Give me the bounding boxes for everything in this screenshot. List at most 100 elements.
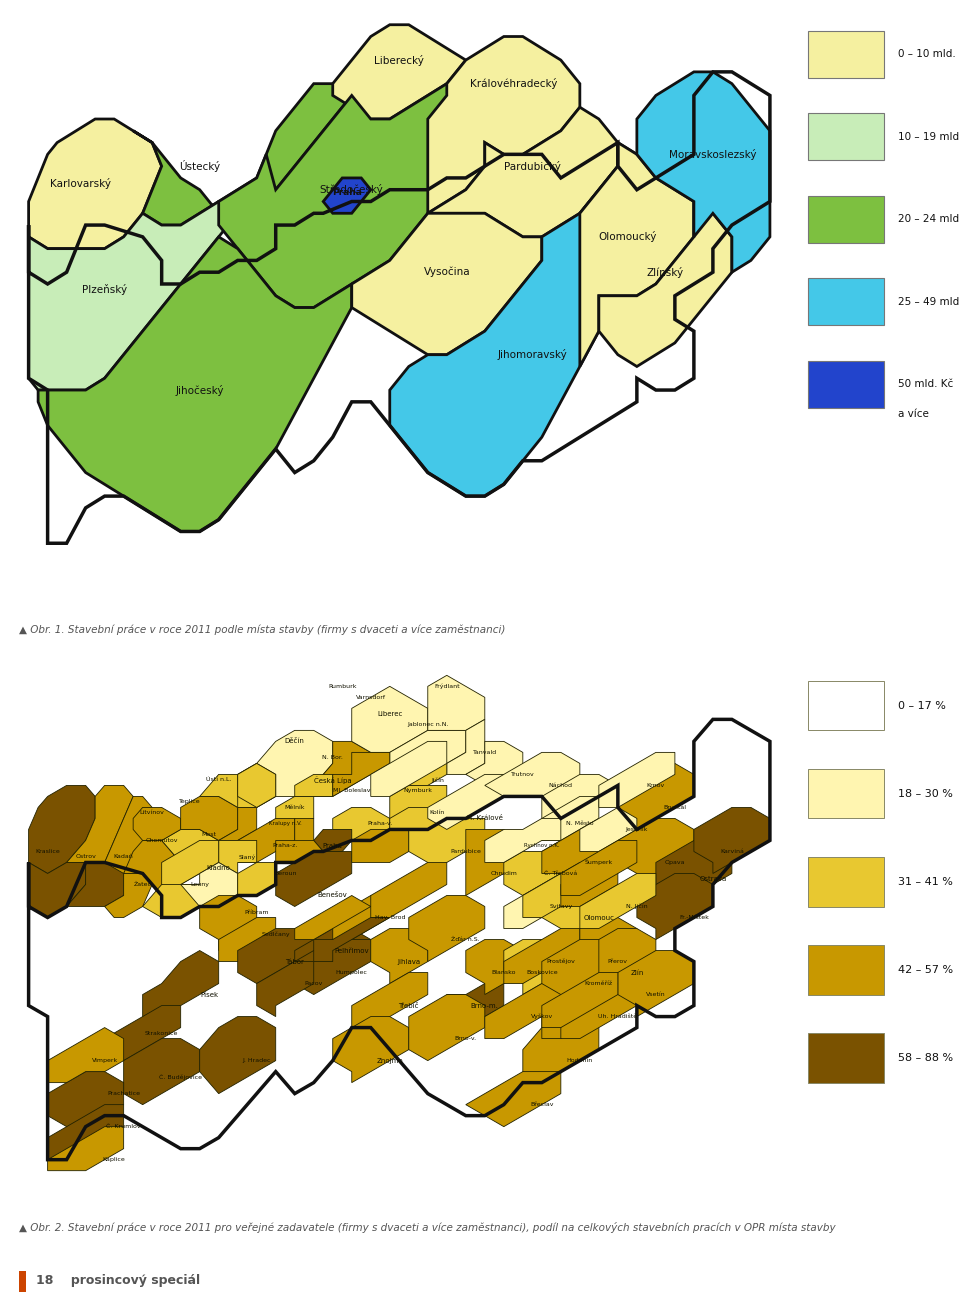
Polygon shape xyxy=(541,796,599,840)
Text: Humpolec: Humpolec xyxy=(336,970,368,975)
Text: Středočeský: Středočeský xyxy=(320,184,384,196)
Polygon shape xyxy=(428,36,580,214)
Polygon shape xyxy=(466,940,523,995)
Polygon shape xyxy=(180,796,238,840)
Polygon shape xyxy=(541,873,618,940)
Polygon shape xyxy=(333,1017,409,1083)
FancyBboxPatch shape xyxy=(808,278,884,325)
FancyBboxPatch shape xyxy=(19,1270,26,1292)
Text: 0 – 17 %: 0 – 17 % xyxy=(899,701,947,711)
Text: 50 mld. Kč: 50 mld. Kč xyxy=(899,379,953,390)
Polygon shape xyxy=(238,764,276,808)
Polygon shape xyxy=(523,1017,599,1083)
Text: ▲ Obr. 2. Stavební práce v roce 2011 pro veřejné zadavatele (firmy s dvaceti a v: ▲ Obr. 2. Stavební práce v roce 2011 pro… xyxy=(19,1222,836,1233)
Text: H. Králové: H. Králové xyxy=(467,816,503,821)
Polygon shape xyxy=(504,840,580,896)
Polygon shape xyxy=(466,830,523,896)
Text: 18    prosincový speciál: 18 prosincový speciál xyxy=(36,1274,201,1287)
Polygon shape xyxy=(523,862,599,917)
Text: Pelhřimov: Pelhřimov xyxy=(334,948,369,953)
Text: Česká Lípa: Česká Lípa xyxy=(314,776,351,783)
Polygon shape xyxy=(541,940,618,1005)
Text: Blansko: Blansko xyxy=(492,970,516,975)
Text: Kolín: Kolín xyxy=(430,811,444,816)
Polygon shape xyxy=(333,25,466,119)
Text: a více: a více xyxy=(899,409,929,418)
Polygon shape xyxy=(446,719,485,774)
Polygon shape xyxy=(466,1072,561,1127)
Polygon shape xyxy=(390,764,446,785)
Text: Znojmo: Znojmo xyxy=(376,1058,403,1063)
Polygon shape xyxy=(580,917,636,984)
Polygon shape xyxy=(409,896,485,961)
Polygon shape xyxy=(351,830,409,862)
Text: Vyškov: Vyškov xyxy=(531,1014,553,1019)
Text: N. Jičín: N. Jičín xyxy=(626,904,648,909)
Polygon shape xyxy=(351,214,541,355)
Polygon shape xyxy=(409,995,485,1061)
Text: 0 – 10 mld. Kč: 0 – 10 mld. Kč xyxy=(899,49,960,60)
Polygon shape xyxy=(200,896,256,951)
Text: Č. Budějovice: Č. Budějovice xyxy=(159,1074,203,1080)
Polygon shape xyxy=(276,852,351,906)
Polygon shape xyxy=(29,202,238,390)
Polygon shape xyxy=(504,940,561,995)
Text: Královéhradecký: Královéhradecký xyxy=(469,78,557,89)
Polygon shape xyxy=(105,1005,180,1061)
Text: Č. Třebová: Č. Třebová xyxy=(544,872,578,875)
Text: Ústí n.L.: Ústí n.L. xyxy=(206,777,231,782)
Polygon shape xyxy=(295,774,333,796)
Text: Vysočina: Vysočina xyxy=(423,267,470,277)
Polygon shape xyxy=(409,818,485,873)
Text: Uh. Hradiště: Uh. Hradiště xyxy=(598,1014,637,1019)
Polygon shape xyxy=(324,177,371,214)
Text: J. Hradec: J. Hradec xyxy=(243,1058,271,1063)
Polygon shape xyxy=(29,119,161,249)
Text: Karlovarský: Karlovarský xyxy=(50,179,111,189)
Polygon shape xyxy=(618,764,694,830)
Polygon shape xyxy=(504,929,580,984)
Polygon shape xyxy=(371,862,446,917)
Polygon shape xyxy=(694,808,770,873)
Polygon shape xyxy=(485,818,561,862)
Polygon shape xyxy=(295,896,371,940)
Text: Praha: Praha xyxy=(332,188,362,197)
FancyBboxPatch shape xyxy=(808,945,884,995)
Text: Olomoucký: Olomoucký xyxy=(598,232,657,242)
Polygon shape xyxy=(219,808,256,840)
Polygon shape xyxy=(133,808,180,840)
FancyBboxPatch shape xyxy=(808,31,884,78)
Text: Ústecký: Ústecký xyxy=(180,161,220,172)
FancyBboxPatch shape xyxy=(808,196,884,242)
Text: Chrudim: Chrudim xyxy=(491,872,517,875)
Polygon shape xyxy=(599,929,656,995)
Text: Svitavy: Svitavy xyxy=(549,904,572,909)
Text: Kralupy n.V.: Kralupy n.V. xyxy=(269,821,301,826)
Polygon shape xyxy=(48,1028,124,1083)
Polygon shape xyxy=(256,961,314,1017)
Polygon shape xyxy=(38,237,351,531)
Polygon shape xyxy=(133,84,351,225)
Text: Pardubice: Pardubice xyxy=(450,850,481,853)
Text: N. Město: N. Město xyxy=(566,821,593,826)
Text: Frýdlant: Frýdlant xyxy=(434,684,460,689)
Polygon shape xyxy=(541,973,618,1028)
Polygon shape xyxy=(390,730,466,764)
Text: Jičín: Jičín xyxy=(431,777,444,782)
Text: Žatec: Žatec xyxy=(133,882,152,887)
Text: Kroměříž: Kroměříž xyxy=(585,982,612,985)
Polygon shape xyxy=(29,862,85,917)
Text: Třebíč: Třebíč xyxy=(398,1002,419,1009)
Text: Kadaň: Kadaň xyxy=(114,855,133,860)
Polygon shape xyxy=(238,862,276,896)
Text: Jablonec n.N.: Jablonec n.N. xyxy=(407,723,448,728)
Text: Moravskoslezský: Moravskoslezský xyxy=(669,149,756,159)
Polygon shape xyxy=(390,785,446,818)
Polygon shape xyxy=(238,818,295,862)
FancyBboxPatch shape xyxy=(808,857,884,906)
Text: Plzeňský: Plzeňský xyxy=(82,285,128,295)
Text: Slaný: Slaný xyxy=(239,855,255,860)
Text: Kraslice: Kraslice xyxy=(36,850,60,853)
Text: 42 – 57 %: 42 – 57 % xyxy=(899,965,953,975)
Text: Jeseník: Jeseník xyxy=(626,826,648,833)
